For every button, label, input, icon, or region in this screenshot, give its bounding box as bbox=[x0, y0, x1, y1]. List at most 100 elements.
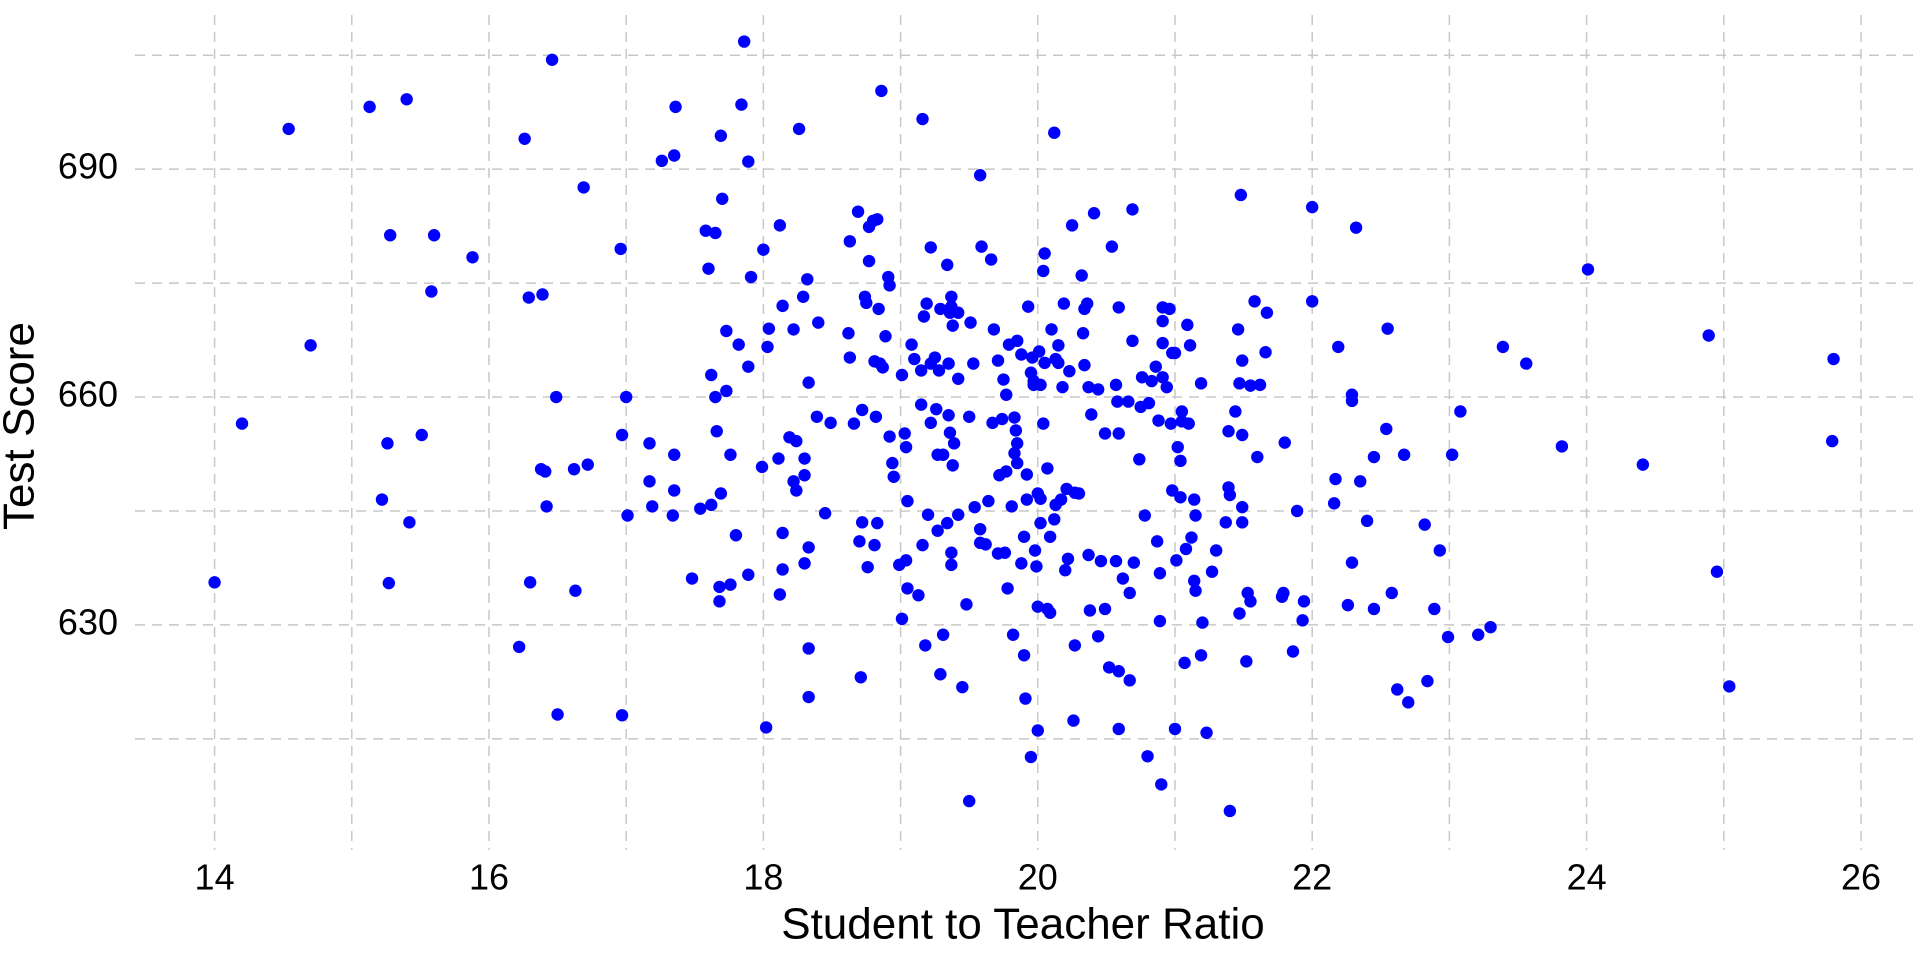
point bbox=[643, 437, 656, 450]
point bbox=[1174, 491, 1187, 504]
point bbox=[1380, 422, 1393, 436]
point bbox=[898, 427, 911, 440]
point bbox=[1098, 427, 1112, 440]
point bbox=[1152, 414, 1165, 427]
x-tick-label: 16 bbox=[469, 857, 509, 898]
point bbox=[1032, 345, 1046, 358]
point bbox=[916, 112, 929, 126]
point bbox=[1164, 417, 1178, 430]
point bbox=[1034, 516, 1047, 530]
point bbox=[709, 226, 722, 240]
point bbox=[871, 213, 884, 226]
point bbox=[1112, 301, 1125, 314]
point bbox=[887, 470, 900, 483]
point bbox=[1433, 544, 1446, 557]
point bbox=[1015, 557, 1028, 570]
point bbox=[995, 412, 1009, 426]
point bbox=[759, 721, 773, 734]
point bbox=[720, 324, 733, 338]
point bbox=[802, 541, 815, 554]
point bbox=[1472, 628, 1485, 641]
point bbox=[1037, 264, 1050, 278]
point bbox=[1059, 563, 1072, 577]
point bbox=[1185, 531, 1198, 544]
point bbox=[655, 154, 669, 168]
point bbox=[962, 410, 976, 423]
point bbox=[1085, 408, 1098, 421]
point bbox=[724, 578, 737, 591]
point bbox=[1240, 655, 1253, 668]
point bbox=[798, 469, 811, 482]
point bbox=[1122, 395, 1135, 408]
point bbox=[1094, 554, 1108, 568]
point bbox=[1005, 500, 1018, 513]
point bbox=[614, 242, 627, 256]
point bbox=[1020, 468, 1034, 481]
point bbox=[952, 372, 965, 385]
point bbox=[1091, 383, 1105, 396]
point bbox=[1233, 607, 1246, 620]
point bbox=[871, 516, 884, 530]
point bbox=[914, 398, 928, 411]
x-tick-label: 14 bbox=[195, 857, 235, 898]
point bbox=[1189, 584, 1202, 597]
point bbox=[952, 508, 965, 521]
point bbox=[1020, 493, 1034, 506]
point bbox=[1041, 462, 1054, 475]
point bbox=[790, 434, 803, 448]
point bbox=[523, 576, 537, 589]
point bbox=[964, 316, 977, 329]
point bbox=[1000, 388, 1013, 401]
point bbox=[666, 509, 680, 522]
point bbox=[843, 351, 857, 364]
point bbox=[1000, 465, 1013, 478]
point bbox=[886, 456, 899, 470]
point bbox=[1123, 674, 1136, 687]
point bbox=[1233, 377, 1246, 390]
point bbox=[869, 410, 883, 423]
point bbox=[914, 364, 928, 377]
point bbox=[381, 437, 394, 450]
point bbox=[967, 357, 980, 370]
point bbox=[400, 93, 413, 106]
point bbox=[908, 352, 921, 366]
point bbox=[1112, 427, 1125, 440]
point bbox=[540, 500, 553, 513]
point bbox=[744, 270, 758, 284]
point bbox=[415, 428, 428, 442]
point bbox=[920, 297, 933, 310]
point bbox=[685, 572, 699, 585]
point bbox=[1043, 530, 1057, 543]
point bbox=[860, 296, 873, 310]
point bbox=[619, 390, 633, 404]
point bbox=[1021, 300, 1035, 313]
point bbox=[668, 484, 681, 497]
point bbox=[1150, 535, 1164, 548]
point bbox=[1153, 567, 1167, 580]
point bbox=[1138, 509, 1152, 522]
point bbox=[1354, 475, 1367, 488]
point bbox=[924, 241, 937, 254]
point bbox=[1305, 200, 1319, 214]
point bbox=[952, 306, 965, 319]
point bbox=[1175, 405, 1189, 418]
point bbox=[1397, 448, 1411, 461]
point bbox=[702, 262, 715, 275]
point bbox=[895, 368, 909, 382]
point bbox=[843, 235, 857, 248]
point bbox=[1286, 645, 1300, 658]
point bbox=[1723, 680, 1736, 693]
point bbox=[946, 319, 959, 332]
point bbox=[1402, 696, 1415, 709]
point bbox=[1209, 544, 1223, 557]
point bbox=[512, 640, 526, 654]
point bbox=[868, 538, 881, 552]
point bbox=[1223, 488, 1237, 502]
point bbox=[1067, 714, 1080, 727]
point bbox=[1305, 295, 1319, 308]
point bbox=[669, 100, 682, 114]
point bbox=[567, 462, 581, 476]
point bbox=[742, 155, 755, 168]
point bbox=[1418, 518, 1431, 531]
point bbox=[776, 526, 789, 540]
